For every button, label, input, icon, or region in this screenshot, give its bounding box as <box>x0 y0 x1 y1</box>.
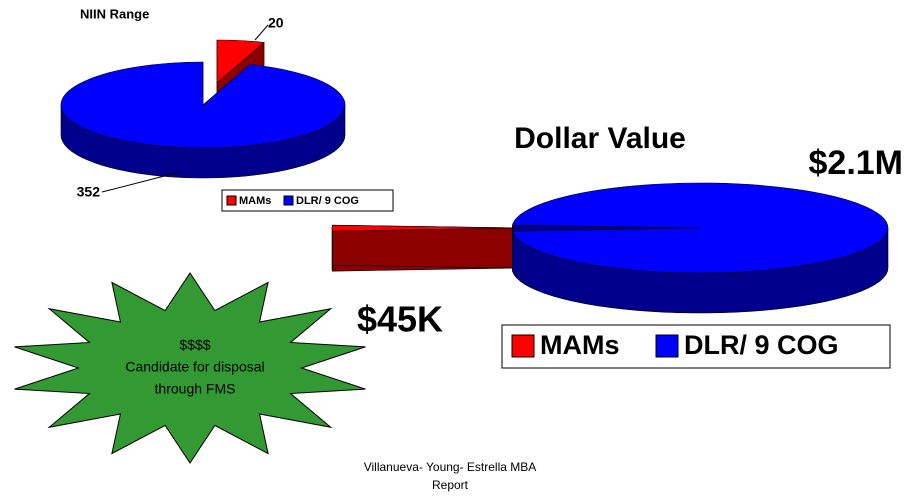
chart-title: Dollar Value <box>514 122 686 155</box>
legend-label: DLR/ 9 COG <box>684 330 839 360</box>
data-label: $45K <box>357 299 443 340</box>
legend-swatch <box>226 195 237 206</box>
legend-swatch <box>655 334 679 358</box>
chart-title: NIIN Range <box>80 6 149 21</box>
pie-tops <box>60 39 889 274</box>
leader-line <box>101 171 181 193</box>
pie-slice <box>331 224 521 232</box>
pie-slice <box>511 182 889 274</box>
legend-swatch <box>283 195 294 206</box>
pie-slice <box>216 39 265 84</box>
legend-box <box>221 189 394 212</box>
data-label: 352 <box>77 184 101 200</box>
leader-line <box>254 24 269 41</box>
legend-swatch <box>511 334 535 358</box>
callout-text: $$$$ <box>179 337 210 353</box>
legend-label: MAMs <box>540 330 620 360</box>
legend-label: DLR/ 9 COG <box>296 195 359 207</box>
data-label: $2.1M <box>809 144 904 182</box>
footer-text: Report <box>432 478 469 492</box>
slice-face <box>332 224 521 269</box>
footer-text: Villanueva- Young- Estrella MBA <box>364 460 537 474</box>
legend-label: MAMs <box>239 195 271 207</box>
data-label: 20 <box>268 15 284 31</box>
callout-text: Candidate for disposal <box>125 359 264 375</box>
callout-text: through FMS <box>155 381 236 397</box>
legend-box <box>501 324 891 369</box>
starburst <box>14 272 366 464</box>
pie-slice <box>60 61 346 149</box>
